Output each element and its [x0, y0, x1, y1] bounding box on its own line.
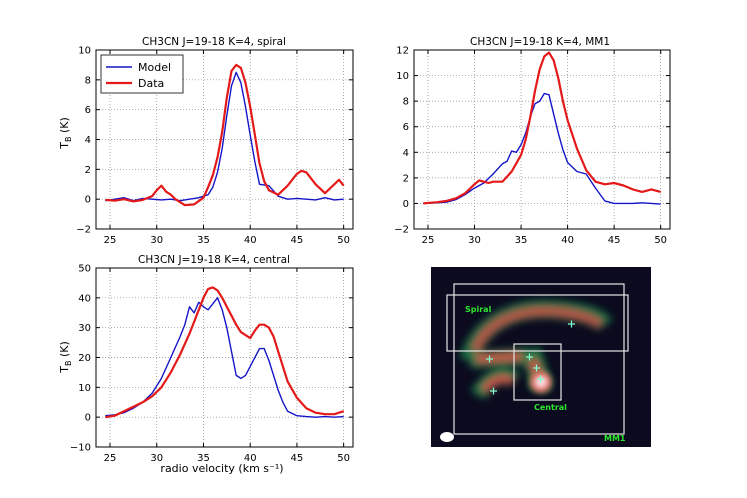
- source-markers: [486, 320, 575, 395]
- axes-frame: [95, 267, 354, 448]
- panel-title-spiral: CH3CN J=19-18 K=4, spiral: [142, 36, 286, 48]
- emission-map: Spiral Central MM1: [431, 267, 651, 447]
- legend: Model Data: [100, 54, 184, 94]
- spiral-region-box: [446, 294, 629, 352]
- central-label: Central: [534, 403, 567, 412]
- y-tick-label: 10: [396, 71, 409, 82]
- spiral-label: Spiral: [465, 305, 492, 314]
- x-tick-label: 30: [468, 235, 481, 246]
- y-axis-label: TB (K): [58, 341, 73, 374]
- mm1-spectrum-panel: CH3CN J=19-18 K=4, MM1 25 30 35 40 45 50 −2 0 2 4…: [394, 36, 671, 246]
- y-tick-label: −2: [394, 225, 409, 236]
- x-tick-label: 45: [291, 235, 304, 246]
- x-tick-label: 30: [150, 453, 163, 464]
- x-tick-label: 25: [104, 235, 117, 246]
- axes-frame: [413, 49, 671, 230]
- y-tick-label: −10: [70, 443, 91, 454]
- x-axis-label: radio velocity (km s⁻¹): [160, 462, 283, 475]
- y-tick-label: 0: [85, 195, 91, 206]
- y-tick-label: 12: [396, 46, 409, 57]
- y-tick-label: 30: [78, 323, 91, 334]
- series-line-model: [423, 92, 661, 205]
- y-tick-label: 0: [85, 413, 91, 424]
- x-tick-label: 25: [422, 235, 435, 246]
- x-tick-label: 35: [197, 235, 210, 246]
- y-tick-label: 6: [403, 122, 409, 133]
- central-region-box: [513, 343, 562, 401]
- plus-marker: [533, 364, 540, 372]
- y-tick-label: 0: [403, 199, 409, 210]
- y-tick-label: 4: [85, 135, 91, 146]
- legend-label-data: Data: [138, 77, 164, 90]
- panel-title-mm1: CH3CN J=19-18 K=4, MM1: [470, 36, 610, 48]
- panel-title-central: CH3CN J=19-18 K=4, central: [138, 254, 290, 266]
- spiral-spectrum-panel: CH3CN J=19-18 K=4, spiral TB (K) 25 30 35 4…: [58, 36, 354, 246]
- y-tick-label: 2: [85, 165, 91, 176]
- series-line-model: [105, 71, 344, 202]
- x-tick-label: 35: [197, 453, 210, 464]
- legend-label-model: Model: [138, 61, 171, 74]
- mm1-label: MM1: [604, 434, 626, 443]
- x-tick-label: 35: [515, 235, 528, 246]
- y-tick-label: 10: [78, 383, 91, 394]
- svg-text:TB (K): TB (K): [58, 341, 73, 374]
- plus-marker: [526, 353, 533, 361]
- mm1-region-box: [453, 283, 625, 435]
- y-tick-label: 50: [78, 264, 91, 275]
- x-tick-label: 30: [150, 235, 163, 246]
- y-tick-label: 8: [85, 75, 91, 86]
- x-tick-label: 45: [291, 453, 304, 464]
- x-tick-label: 40: [244, 235, 257, 246]
- plus-marker: [568, 320, 575, 328]
- x-tick-label: 50: [337, 453, 350, 464]
- series-line-data: [423, 51, 661, 205]
- central-spectrum-panel: CH3CN J=19-18 K=4, central TB (K) radio …: [58, 254, 354, 475]
- x-tick-label: 25: [104, 453, 117, 464]
- series-line-model: [105, 297, 344, 418]
- series-line-data: [105, 286, 345, 419]
- x-tick-label: 40: [561, 235, 574, 246]
- y-tick-label: 6: [85, 105, 91, 116]
- y-tick-label: 20: [78, 353, 91, 364]
- y-tick-label: 10: [78, 46, 91, 57]
- x-tick-label: 45: [608, 235, 621, 246]
- y-tick-label: 4: [403, 148, 409, 159]
- x-tick-label: 40: [244, 453, 257, 464]
- y-tick-label: 2: [403, 173, 409, 184]
- plus-marker: [537, 375, 544, 383]
- y-tick-label: 8: [403, 97, 409, 108]
- svg-text:TB (K): TB (K): [58, 117, 73, 150]
- series-line-data: [105, 63, 345, 207]
- plus-marker: [490, 387, 497, 395]
- x-tick-label: 50: [654, 235, 667, 246]
- y-tick-label: 40: [78, 293, 91, 304]
- legend-box: [100, 54, 184, 94]
- beam-ellipse: [440, 432, 454, 442]
- y-tick-label: −2: [76, 225, 91, 236]
- map-emission-glow: [459, 300, 613, 400]
- plus-marker: [486, 355, 493, 363]
- x-tick-label: 50: [337, 235, 350, 246]
- axes-frame: [95, 49, 354, 230]
- y-axis-label: TB (K): [58, 117, 73, 150]
